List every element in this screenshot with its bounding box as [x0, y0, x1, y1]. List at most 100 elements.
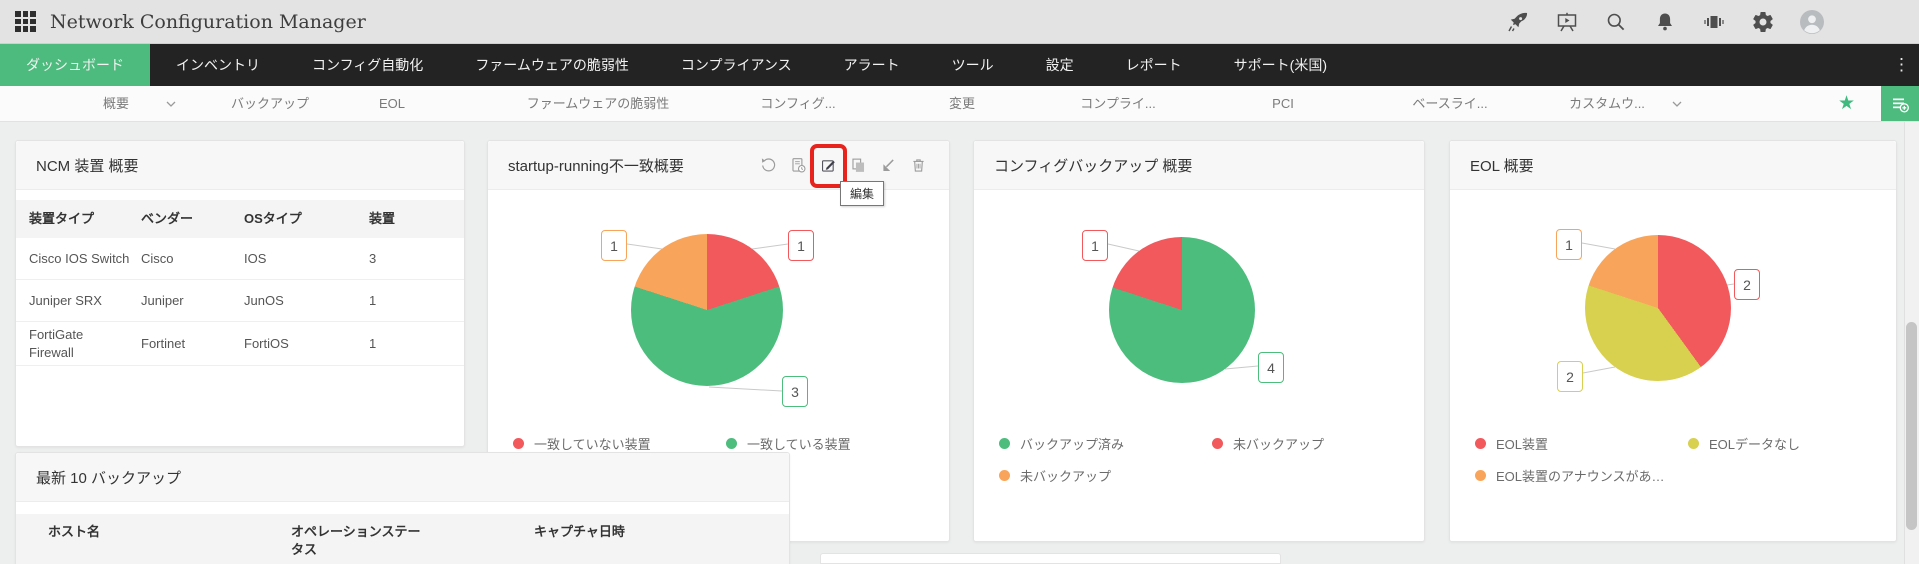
tab-config-automation[interactable]: コンフィグ自動化 — [312, 57, 424, 73]
report-icon[interactable] — [790, 157, 807, 174]
legend-item[interactable]: 一致していない装置 — [513, 434, 651, 453]
device-summary-table: 装置タイプ ベンダー OSタイプ 装置 Cisco IOS Switch Cis… — [16, 200, 464, 367]
delete-icon[interactable] — [910, 157, 927, 174]
card-title: EOL 概要 — [1470, 157, 1534, 175]
legend-item[interactable]: 未バックアップ — [999, 466, 1111, 485]
table-header-row: ホスト名 オペレーションステータス キャプチャ日時 — [16, 514, 789, 564]
gear-icon[interactable] — [1751, 10, 1775, 34]
col-header-operation-status: オペレーションステータス — [291, 524, 421, 557]
pie-callout: 3 — [782, 376, 808, 407]
card-header: 最新 10 バックアップ — [16, 453, 789, 502]
card-header: startup-running不一致概要 — [488, 141, 949, 206]
partial-card — [820, 553, 1281, 564]
startup-running-pie[interactable] — [631, 234, 783, 386]
pie-callout: 1 — [1082, 230, 1108, 261]
legend-item[interactable]: EOLデータなし — [1688, 434, 1800, 453]
backup-summary-pie[interactable] — [1109, 237, 1255, 383]
scrollbar-thumb[interactable] — [1906, 322, 1917, 530]
tab-compliance[interactable]: コンプライアンス — [680, 57, 792, 73]
card-title: コンフィグバックアップ 概要 — [994, 157, 1193, 175]
tab-reports[interactable]: レポート — [1125, 57, 1182, 73]
rocket-icon[interactable] — [1506, 10, 1530, 34]
subnav-config[interactable]: コンフィグ... — [760, 96, 836, 111]
tab-inventory[interactable]: インベントリ — [176, 57, 260, 73]
legend-item[interactable]: バックアップ済み — [999, 434, 1124, 453]
refresh-icon[interactable] — [760, 157, 777, 174]
legend-item[interactable]: EOL装置 — [1475, 434, 1548, 453]
card-title: NCM 装置 概要 — [36, 157, 139, 175]
subnav-overview[interactable]: 概要 — [102, 96, 130, 111]
pie-callout: 1 — [601, 230, 627, 261]
tab-alerts[interactable]: アラート — [843, 57, 900, 73]
col-header-os-type: OSタイプ — [244, 211, 302, 227]
card-backup-summary: コンフィグバックアップ 概要 1 4 バックアップ済み 未バックアップ 未バック… — [973, 140, 1425, 542]
legend-item[interactable]: 未バックアップ — [1212, 434, 1324, 453]
card-title: startup-running不一致概要 — [508, 157, 684, 175]
card-eol-summary: EOL 概要 1 2 2 EOL装置 EOLデータなし EOL装置のアナウン — [1449, 140, 1897, 542]
card-startup-running: startup-running不一致概要 — [487, 140, 950, 542]
legend-dot — [726, 438, 737, 449]
chevron-down-icon[interactable] — [1672, 101, 1682, 108]
subnav-firmware-vulnerability[interactable]: ファームウェアの脆弱性 — [526, 96, 670, 111]
add-widget-icon — [1893, 98, 1909, 112]
legend-dot — [1688, 438, 1699, 449]
legend-dot — [1475, 470, 1486, 481]
main-nav: ダッシュボード インベントリ コンフィグ自動化 ファームウェアの脆弱性 コンプラ… — [0, 44, 1919, 86]
collapse-icon[interactable] — [880, 157, 897, 174]
favorite-star-icon[interactable]: ★ — [1838, 93, 1856, 114]
table-row: Cisco IOS Switch Cisco IOS 3 — [16, 238, 464, 280]
copy-icon[interactable] — [850, 157, 867, 174]
chevron-down-icon[interactable] — [166, 101, 176, 108]
col-header-hostname: ホスト名 — [48, 524, 101, 539]
top-bar: Network Configuration Manager — [0, 0, 1919, 44]
widget-toolbar — [760, 157, 927, 174]
legend-item[interactable]: EOL装置のアナウンスがあ… — [1475, 466, 1665, 485]
table-header-row: 装置タイプ ベンダー OSタイプ 装置 — [16, 200, 464, 238]
vertical-scrollbar[interactable] — [1904, 122, 1919, 564]
tab-tools[interactable]: ツール — [951, 57, 994, 73]
legend-dot — [999, 438, 1010, 449]
edit-tooltip: 編集 — [840, 181, 885, 206]
legend-item[interactable]: 一致している装置 — [726, 434, 851, 453]
card-header: NCM 装置 概要 — [16, 141, 464, 190]
legend-dot — [999, 470, 1010, 481]
subnav-baseline[interactable]: ベースライ... — [1412, 96, 1488, 111]
eol-summary-pie[interactable] — [1585, 235, 1731, 381]
tab-settings[interactable]: 設定 — [1045, 57, 1074, 73]
card-latest-backups: 最新 10 バックアップ ホスト名 オペレーションステータス キャプチャ日時 — [15, 452, 790, 564]
tab-support[interactable]: サポート(米国) — [1233, 57, 1327, 73]
table-row: Juniper SRX Juniper JunOS 1 — [16, 280, 464, 322]
legend-dot — [1475, 438, 1486, 449]
apps-grid-icon[interactable] — [15, 11, 36, 32]
subnav-changes[interactable]: 変更 — [948, 96, 976, 111]
avatar[interactable] — [1800, 9, 1824, 34]
bell-icon[interactable] — [1653, 10, 1677, 34]
subnav-compliance[interactable]: コンプライ... — [1080, 96, 1156, 111]
add-widget-button[interactable] — [1881, 86, 1919, 121]
subnav-eol[interactable]: EOL — [378, 96, 406, 111]
table-row: FortiGate Firewall Fortinet FortiOS 1 — [16, 322, 464, 367]
subnav-pci[interactable]: PCI — [1272, 96, 1294, 111]
pie-callout: 2 — [1557, 361, 1583, 392]
annotation-highlight — [810, 144, 847, 188]
nav-overflow-icon[interactable]: ⋮ — [1893, 55, 1910, 74]
subnav-custom[interactable]: カスタムウ... — [1569, 96, 1645, 111]
dashboard-subnav: 概要 バックアップ EOL ファームウェアの脆弱性 コンフィグ... 変更 コン… — [0, 86, 1919, 122]
search-icon[interactable] — [1604, 10, 1628, 34]
card-header: コンフィグバックアップ 概要 — [974, 141, 1424, 190]
col-header-vendor: ベンダー — [141, 211, 194, 227]
tab-firmware-vulnerability[interactable]: ファームウェアの脆弱性 — [475, 57, 629, 73]
topbar-icons — [1506, 9, 1824, 34]
pie-chart-area: 1 4 バックアップ済み 未バックアップ 未バックアップ — [974, 190, 1424, 542]
card-header: EOL 概要 — [1450, 141, 1896, 190]
presentation-icon[interactable] — [1555, 10, 1579, 34]
pie-callout: 4 — [1258, 352, 1284, 383]
pie-callout: 2 — [1734, 269, 1760, 300]
tab-dashboard[interactable]: ダッシュボード — [0, 44, 150, 86]
carousel-icon[interactable] — [1702, 10, 1726, 34]
pie-callout: 1 — [1556, 229, 1582, 260]
edit-icon[interactable] — [820, 157, 837, 174]
subnav-backup[interactable]: バックアップ — [230, 96, 310, 111]
legend-dot — [513, 438, 524, 449]
